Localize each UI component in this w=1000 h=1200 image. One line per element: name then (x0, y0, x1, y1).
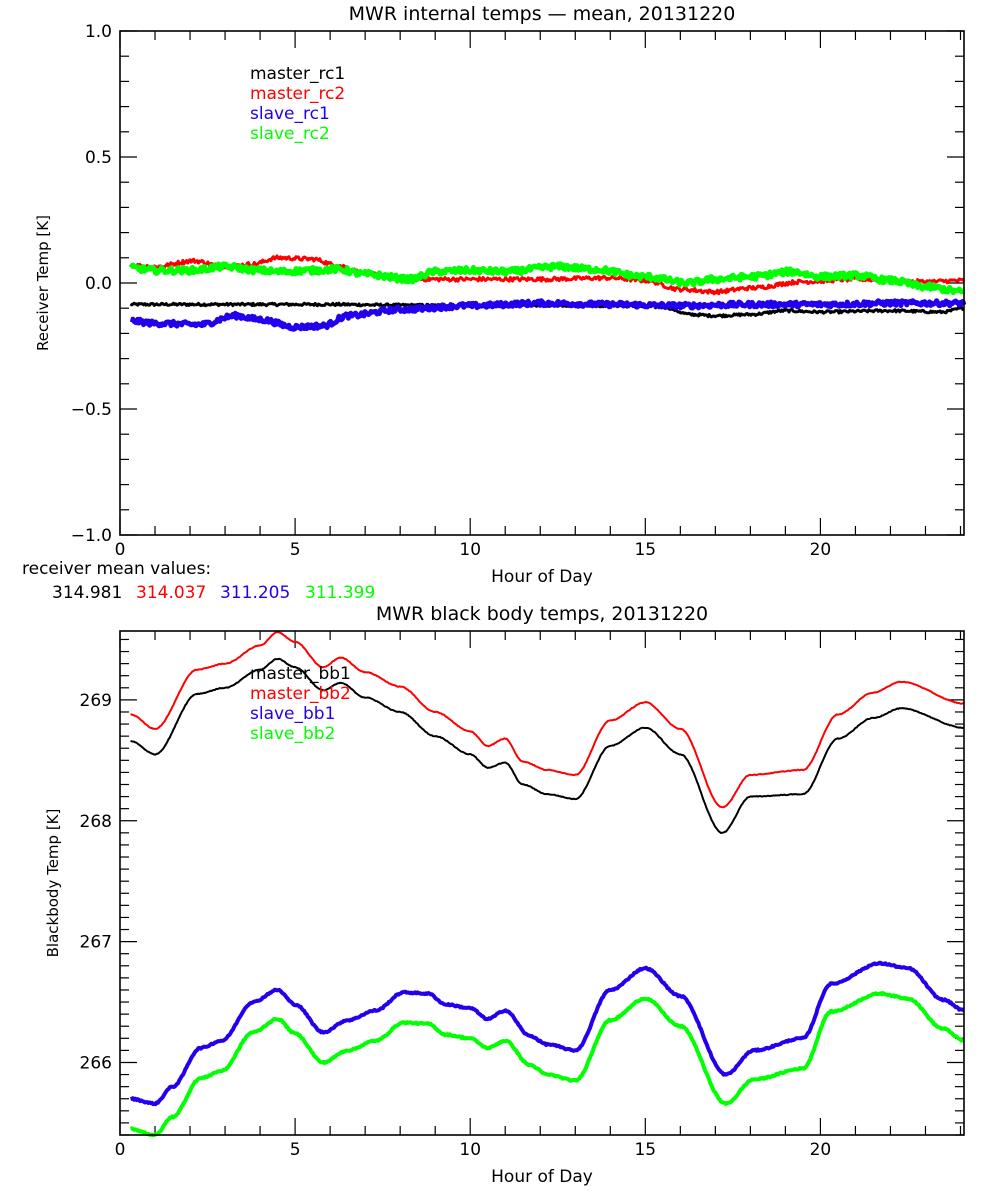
x-tick-label: 5 (290, 1140, 301, 1160)
y-tick-label: 0.5 (85, 148, 112, 168)
y-tick-label: 269 (80, 691, 112, 711)
mean-value-slave-rc2: 311.399 (305, 583, 375, 603)
y-tick-label: 266 (80, 1053, 112, 1073)
receiver-temp-panel: MWR internal temps — mean, 20131220 Rece… (22, 3, 967, 603)
legend-entry-master-rc1: master_rc1 (250, 64, 345, 84)
series-line-master-bb2 (130, 631, 965, 809)
x-axis-label: Hour of Day (491, 567, 593, 587)
legend-entry-slave-bb1: slave_bb1 (250, 704, 335, 724)
x-tick-label: 10 (459, 540, 481, 560)
x-tick-label: 15 (634, 1140, 656, 1160)
x-tick-label: 15 (634, 540, 656, 560)
mean-value-slave-rc1: 311.205 (220, 583, 290, 603)
axis-ticks: 0 5 10 15 20 266 267 268 269 (80, 631, 964, 1160)
plot-frame (119, 630, 965, 1136)
y-tick-label: −0.5 (71, 400, 112, 420)
legend-entry-slave-rc2: slave_rc2 (250, 124, 330, 144)
y-tick-label: −1.0 (71, 526, 112, 546)
series-group (129, 631, 965, 1138)
y-tick-label: 268 (80, 812, 112, 832)
x-tick-label: 0 (115, 1140, 126, 1160)
y-tick-label: 267 (80, 933, 112, 953)
x-tick-label: 5 (290, 540, 301, 560)
y-tick-label: 1.0 (85, 22, 112, 42)
series-line-slave-rc1 (129, 298, 967, 332)
chart-title: MWR internal temps — mean, 20131220 (349, 3, 736, 25)
y-axis-label: Blackbody Temp [K] (44, 809, 62, 958)
legend-entry-slave-rc1: slave_rc1 (250, 104, 330, 124)
x-tick-label: 10 (459, 1140, 481, 1160)
series-line-slave-bb2 (129, 991, 965, 1138)
x-tick-label: 20 (810, 1140, 832, 1160)
receiver-mean-label: receiver mean values: (22, 559, 211, 579)
axis-ticks: 0 5 10 15 20 −1.0 −0.5 0.0 0.5 1.0 (71, 22, 964, 560)
legend-entry-slave-bb2: slave_bb2 (250, 724, 335, 744)
blackbody-temp-panel: MWR black body temps, 20131220 Blackbody… (44, 603, 965, 1187)
receiver-mean-values: 314.981 314.037 311.205 311.399 (52, 583, 375, 603)
legend-entry-master-bb1: master_bb1 (250, 664, 351, 684)
plot-frame (119, 30, 965, 536)
legend-entry-master-bb2: master_bb2 (250, 684, 351, 704)
series-line-master-bb1 (130, 657, 965, 834)
mean-value-master-rc2: 314.037 (136, 583, 206, 603)
y-tick-label: 0.0 (85, 274, 112, 294)
x-tick-label: 20 (810, 540, 832, 560)
x-tick-label: 0 (115, 540, 126, 560)
legend-entry-master-rc2: master_rc2 (250, 84, 345, 104)
series-line-slave-rc2 (128, 261, 966, 296)
x-axis-label: Hour of Day (491, 1167, 593, 1187)
series-line-slave-bb1 (129, 960, 965, 1107)
series-group (128, 254, 967, 332)
mean-value-master-rc1: 314.981 (52, 583, 122, 603)
chart-title: MWR black body temps, 20131220 (376, 603, 708, 625)
y-axis-label: Receiver Temp [K] (34, 215, 52, 351)
